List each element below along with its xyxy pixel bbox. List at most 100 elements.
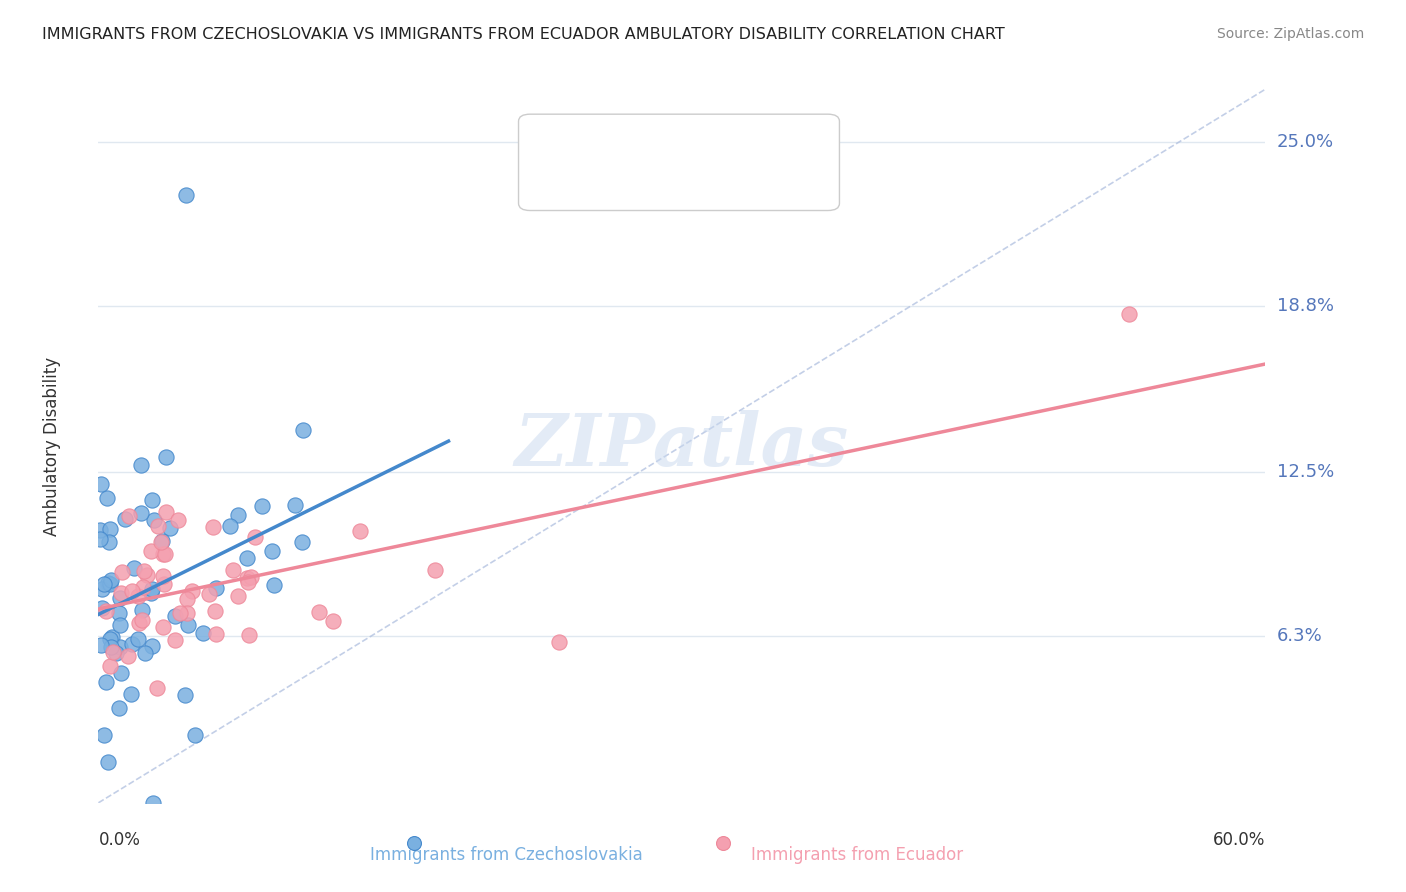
Point [1118,307,1140,321]
Point [153,547,176,561]
Point [204,604,226,618]
Point [149,534,172,549]
Point [204,581,226,595]
Point [101,630,124,644]
Point [152,568,174,582]
Point [201,520,224,534]
Point [159,521,181,535]
Point [117,649,139,664]
Point [205,626,228,640]
Point [291,535,314,549]
Point [141,582,163,596]
Point [98,659,121,673]
Point [218,518,240,533]
Point [238,628,260,642]
Point [111,565,134,579]
Point [308,606,330,620]
Point [121,584,143,599]
Point [97,576,120,591]
Point [349,524,371,539]
Point [197,587,219,601]
Point [128,615,150,630]
Text: 25.0%: 25.0% [1277,133,1334,151]
Point [127,632,149,646]
Point [243,530,266,544]
Point [174,188,197,202]
Point [136,567,159,582]
Point [97,755,120,769]
Point [141,493,163,508]
Point [91,601,114,615]
Point [90,582,112,596]
Point [98,535,121,549]
Point [260,543,283,558]
Point [174,688,197,702]
Point [176,591,198,606]
Point [165,608,187,623]
Point [94,675,117,690]
Point [145,681,167,695]
Point [108,618,131,632]
Point [98,632,121,647]
Point [120,687,142,701]
Point [93,577,115,591]
Text: Ambulatory Disability: Ambulatory Disability [42,357,60,535]
Point [110,666,132,681]
Point [152,620,174,634]
Point [176,607,198,621]
Point [134,646,156,660]
Point [100,640,122,654]
Point [98,522,121,536]
Point [423,563,446,577]
Point [107,701,129,715]
Point [263,578,285,592]
Point [191,626,214,640]
FancyBboxPatch shape [519,114,839,211]
Point [139,586,162,600]
Point [150,533,173,548]
Point [90,477,112,491]
Point [100,574,122,588]
Legend: R = 0.441   N = 60, R = 0.559   N = 47: R = 0.441 N = 60, R = 0.559 N = 47 [529,116,776,184]
Text: 0.0%: 0.0% [98,831,141,849]
Point [93,728,115,742]
Point [291,423,314,437]
Point [110,586,132,600]
Point [127,589,149,603]
Point [110,591,132,605]
Point [122,561,145,575]
Point [222,563,245,577]
Point [118,508,141,523]
Text: IMMIGRANTS FROM CZECHOSLOVAKIA VS IMMIGRANTS FROM ECUADOR AMBULATORY DISABILITY : IMMIGRANTS FROM CZECHOSLOVAKIA VS IMMIGR… [42,27,1005,42]
Point [89,523,111,537]
Point [142,796,165,810]
Point [322,614,344,628]
Point [129,506,152,520]
Text: Source: ZipAtlas.com: Source: ZipAtlas.com [1216,27,1364,41]
Point [235,571,257,585]
Point [132,564,155,578]
Point [141,640,163,654]
Point [132,580,155,594]
Point [169,606,191,620]
Text: 18.8%: 18.8% [1277,297,1333,315]
Point [90,638,112,652]
Text: Immigrants from Ecuador: Immigrants from Ecuador [751,846,963,863]
Point [236,551,259,566]
Point [142,513,165,527]
Point [239,570,262,584]
Point [250,499,273,513]
Point [155,505,177,519]
Point [114,512,136,526]
Point [177,617,200,632]
Point [284,498,307,512]
Text: 12.5%: 12.5% [1277,464,1334,482]
Point [155,450,177,464]
Point [139,544,162,558]
Point [131,613,153,627]
Point [131,603,153,617]
Point [89,533,111,547]
Text: ZIPatlas: ZIPatlas [515,410,849,482]
Point [107,606,129,620]
Point [226,589,249,603]
